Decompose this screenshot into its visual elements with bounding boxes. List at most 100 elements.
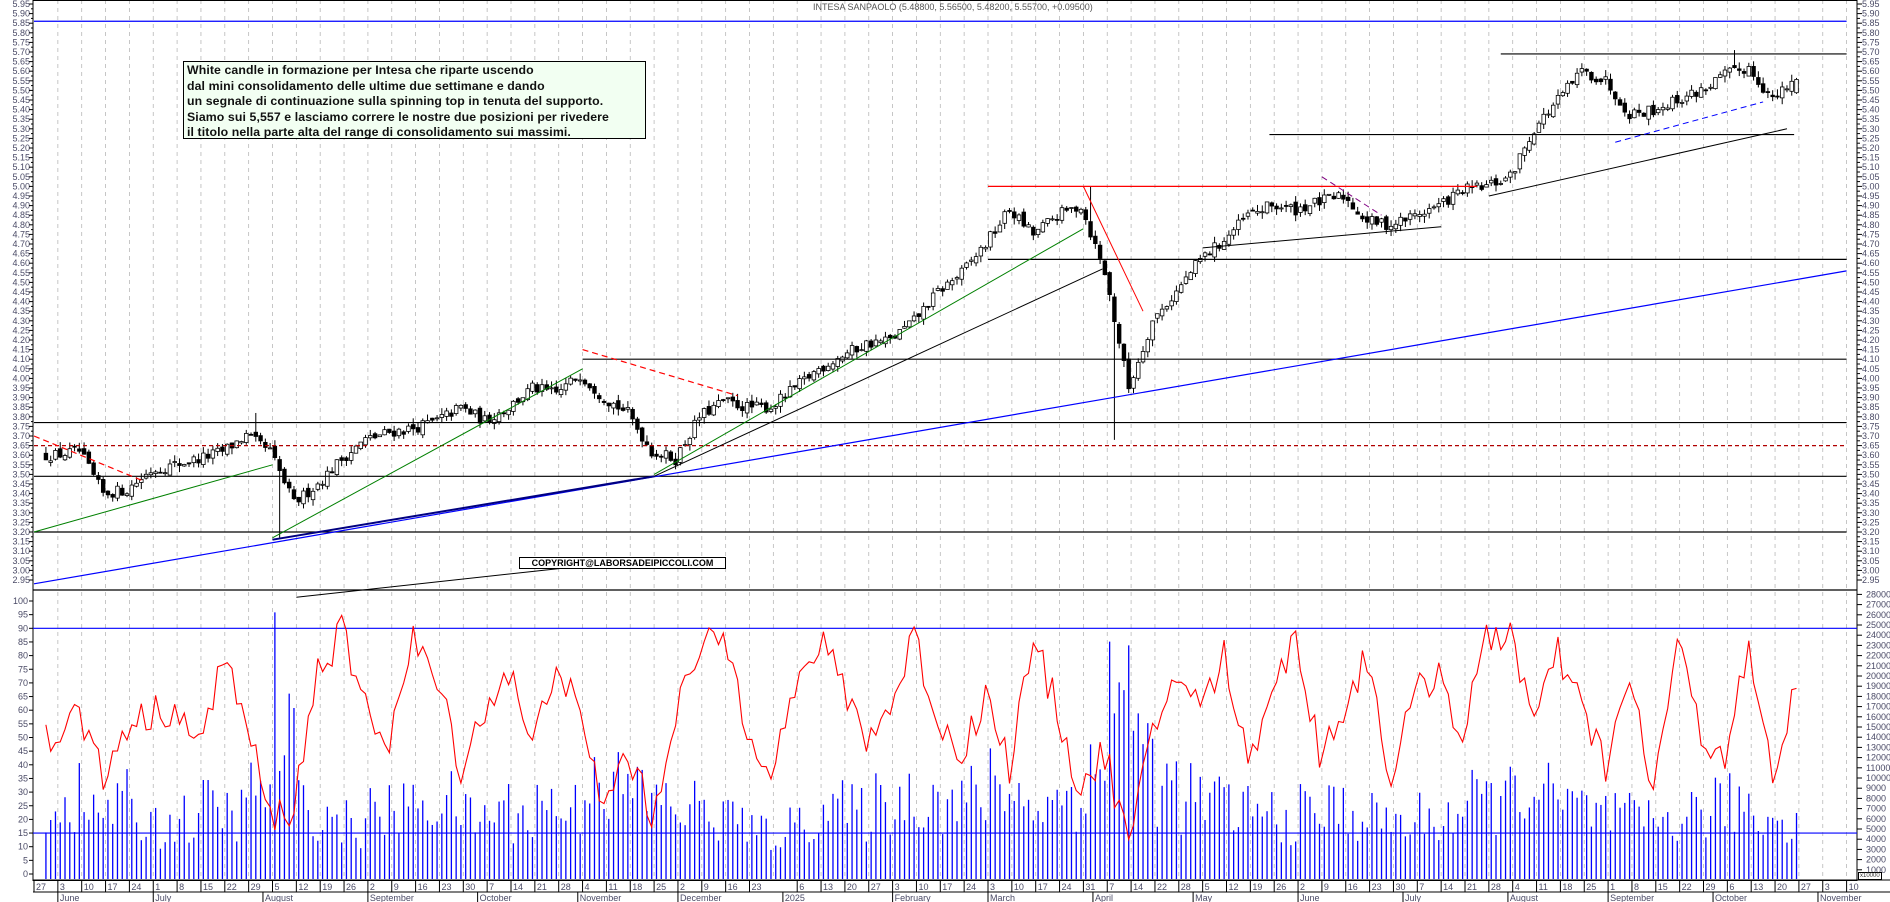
price-tick-label-right: 3.35	[1862, 498, 1880, 508]
price-tick-label-right: 4.60	[1862, 258, 1880, 268]
candle	[1670, 94, 1675, 112]
candle	[1369, 213, 1375, 230]
price-tick-label-left: 4.30	[12, 316, 30, 326]
candle	[916, 313, 922, 323]
candle-body	[1212, 242, 1217, 258]
candle	[854, 345, 860, 358]
candle-body	[1536, 122, 1542, 133]
candle-body	[244, 433, 249, 443]
candle	[453, 403, 459, 416]
candle-body	[530, 382, 535, 392]
candle	[1493, 174, 1499, 192]
candle	[110, 493, 115, 502]
candle-body	[1245, 212, 1251, 217]
date-tick-label: 10	[918, 882, 928, 892]
candle-body	[826, 365, 831, 371]
candle-body	[387, 428, 392, 433]
candle	[1727, 67, 1732, 79]
price-tick-label-right: 4.40	[1862, 297, 1880, 307]
candle-body	[1694, 91, 1699, 97]
candle-body	[845, 352, 850, 359]
price-tick-label-right: 3.15	[1862, 537, 1880, 547]
analysis-note: White candle in formazione per Intesa ch…	[183, 61, 646, 139]
candle	[1012, 207, 1017, 225]
candle	[1584, 68, 1589, 76]
candle-body	[1303, 204, 1308, 212]
candle	[616, 394, 621, 416]
candle-body	[1240, 217, 1246, 220]
date-tick-label: 16	[1348, 882, 1358, 892]
candle-body	[167, 463, 173, 476]
month-label: September	[1610, 893, 1654, 902]
candle-body	[1489, 179, 1494, 184]
date-tick-label: 10	[1014, 882, 1024, 892]
date-tick-label: 6	[799, 882, 804, 892]
date-tick-label: 27	[1801, 882, 1811, 892]
month-label: April	[1095, 893, 1113, 902]
candle-body	[310, 490, 316, 501]
price-tick-label-right: 4.35	[1862, 306, 1880, 316]
candle	[849, 341, 855, 359]
candle	[768, 404, 774, 414]
price-tick-label-left: 5.45	[12, 95, 30, 105]
candle	[1145, 337, 1150, 358]
date-tick-label: 7	[489, 882, 494, 892]
price-tick-label-left: 5.15	[12, 153, 30, 163]
date-tick-label: 27	[871, 882, 881, 892]
candle-body	[1617, 99, 1623, 106]
candle-body	[100, 479, 106, 493]
candle	[821, 364, 826, 377]
candle	[663, 446, 669, 464]
candle-body	[158, 471, 163, 474]
oscillator-tick-label: 70	[18, 678, 28, 688]
candle	[964, 261, 969, 270]
candle	[1775, 89, 1780, 100]
candle	[1112, 293, 1117, 440]
candle-body	[43, 452, 49, 461]
candle	[372, 431, 378, 440]
date-tick-label: 11	[1539, 882, 1548, 892]
candle	[573, 378, 578, 383]
candle	[439, 408, 445, 423]
note-line: Siamo sui 5,557 e lasciamo correre le no…	[187, 109, 609, 124]
candle-body	[1441, 198, 1446, 202]
date-tick-label: 17	[942, 882, 952, 892]
price-tick-label-left: 5.65	[12, 57, 30, 67]
candle	[1193, 259, 1198, 278]
candle-body	[1746, 66, 1752, 77]
candle-body	[1732, 65, 1737, 69]
volume-tick-label: 23000	[1866, 640, 1890, 650]
month-label: June	[60, 893, 80, 902]
candle-body	[1780, 86, 1785, 99]
candle-body	[749, 400, 755, 408]
candle	[1178, 281, 1184, 294]
date-tick-label: 29	[251, 882, 261, 892]
date-tick-label: 28	[561, 882, 571, 892]
candle	[1026, 221, 1031, 228]
candle-body	[439, 414, 445, 418]
price-tick-label-left: 3.40	[12, 489, 30, 499]
candle-body	[816, 368, 821, 375]
candle	[1636, 103, 1642, 117]
month-label: May	[1195, 893, 1213, 902]
date-tick-label: 7	[1109, 882, 1114, 892]
candle	[644, 435, 650, 446]
price-tick-label-right: 3.00	[1862, 565, 1880, 575]
date-tick-label: 2	[370, 882, 375, 892]
note-line: dal mini consolidamento delle ultime due…	[187, 78, 545, 93]
date-tick-label: 13	[823, 882, 833, 892]
candle-body	[1112, 296, 1117, 322]
candle-body	[907, 320, 912, 328]
candle	[382, 426, 387, 436]
candle-body	[1436, 203, 1441, 208]
date-tick-label: 1	[155, 882, 160, 892]
candle	[401, 430, 406, 439]
candle	[787, 380, 793, 398]
price-tick-label-left: 3.05	[12, 556, 30, 566]
candle-body	[1717, 74, 1723, 78]
candle-body	[473, 409, 478, 415]
price-tick-label-right: 4.10	[1862, 354, 1880, 364]
candle-body	[711, 404, 716, 416]
candle	[983, 245, 988, 252]
candle-body	[582, 379, 588, 385]
